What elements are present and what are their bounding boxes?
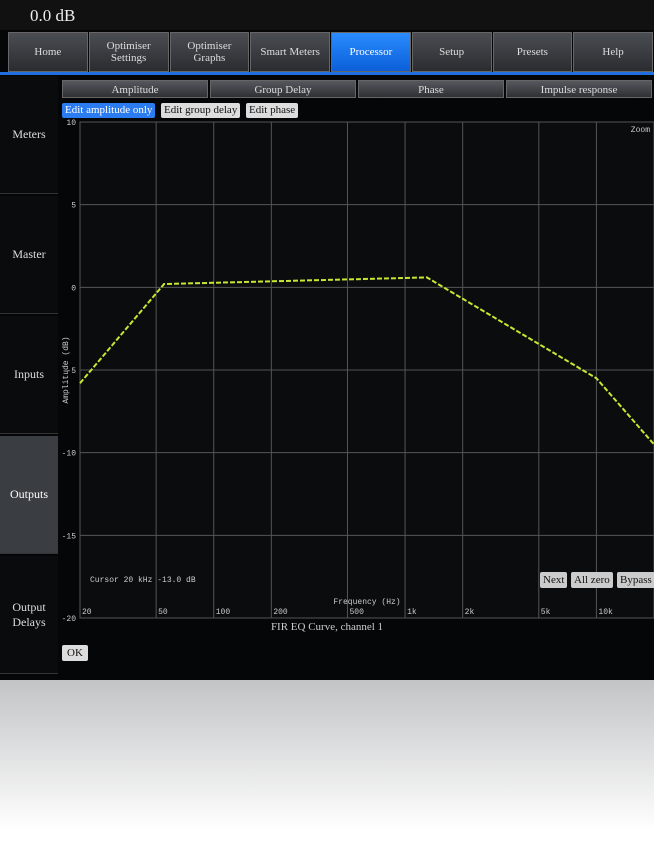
x-tick-label: 5k: [541, 608, 551, 617]
x-tick-label: 200: [273, 608, 288, 617]
side-nav-item[interactable]: Output Delays: [0, 556, 58, 674]
x-tick-label: 1k: [407, 608, 417, 617]
tab[interactable]: Optimiser Settings: [88, 32, 169, 72]
x-tick-label: 10k: [598, 608, 613, 617]
cursor-readout: Cursor 20 kHz -13.0 dB: [90, 576, 196, 585]
sub-tab[interactable]: Impulse response: [506, 80, 652, 98]
tab-underline: [0, 72, 654, 75]
sub-tab[interactable]: Amplitude: [62, 80, 208, 98]
y-tick-label: -10: [62, 450, 77, 459]
graph-button[interactable]: Bypass: [617, 572, 654, 588]
tab[interactable]: Presets: [492, 32, 573, 72]
zoom-button: Zoom: [631, 126, 650, 135]
screen: 0.0 dB 10 5 0 -5 -10 -15 -20 20 50 100 200 500 1k 2k 5…: [0, 0, 654, 680]
ok-button[interactable]: OK: [62, 645, 88, 661]
side-nav-item[interactable]: Inputs: [0, 316, 58, 434]
y-tick-label: 10: [66, 119, 76, 128]
graph: 1050-5-10-15-2020501002005001k2k5k10k20k…: [62, 119, 654, 633]
graph-button[interactable]: Next: [540, 572, 568, 588]
edit-mode[interactable]: Edit phase: [246, 103, 299, 118]
x-tick-label: 100: [216, 608, 231, 617]
y-tick-label: -5: [66, 367, 76, 376]
y-axis-label: Amplitude (dB): [62, 336, 71, 403]
tab[interactable]: Optimiser Graphs: [169, 32, 250, 72]
x-tick-label: 500: [349, 608, 364, 617]
graph-title: FIR EQ Curve, channel 1: [271, 621, 383, 633]
y-tick-label: 5: [71, 202, 76, 211]
tab[interactable]: Home: [8, 32, 88, 72]
tab[interactable]: Processor: [331, 32, 411, 72]
y-tick-label: 0: [71, 284, 76, 293]
y-tick-label: -15: [62, 532, 77, 541]
status-bar: 0.0 dB: [0, 0, 654, 30]
x-tick-label: 50: [158, 608, 168, 617]
side-nav-item[interactable]: Outputs: [0, 436, 58, 554]
graph-button[interactable]: All zero: [571, 572, 613, 588]
side-nav-item[interactable]: Master: [0, 196, 58, 314]
reflection: [0, 680, 654, 868]
sub-tab[interactable]: Phase: [358, 80, 504, 98]
edit-mode[interactable]: Edit group delay: [161, 103, 241, 118]
x-tick-label: 20: [82, 608, 92, 617]
y-tick-label: -20: [62, 615, 77, 624]
x-axis-label: Frequency (Hz): [333, 598, 400, 607]
side-nav-item[interactable]: Meters: [0, 76, 58, 194]
eq-curve: [79, 276, 654, 446]
sub-tab[interactable]: Group Delay: [210, 80, 356, 98]
x-tick-label: 2k: [465, 608, 475, 617]
tab[interactable]: Setup: [411, 32, 492, 72]
level: 0.0 dB: [30, 6, 76, 25]
edit-mode[interactable]: Edit amplitude only: [62, 103, 156, 118]
tab[interactable]: Help: [573, 32, 653, 72]
tab[interactable]: Smart Meters: [250, 32, 330, 72]
